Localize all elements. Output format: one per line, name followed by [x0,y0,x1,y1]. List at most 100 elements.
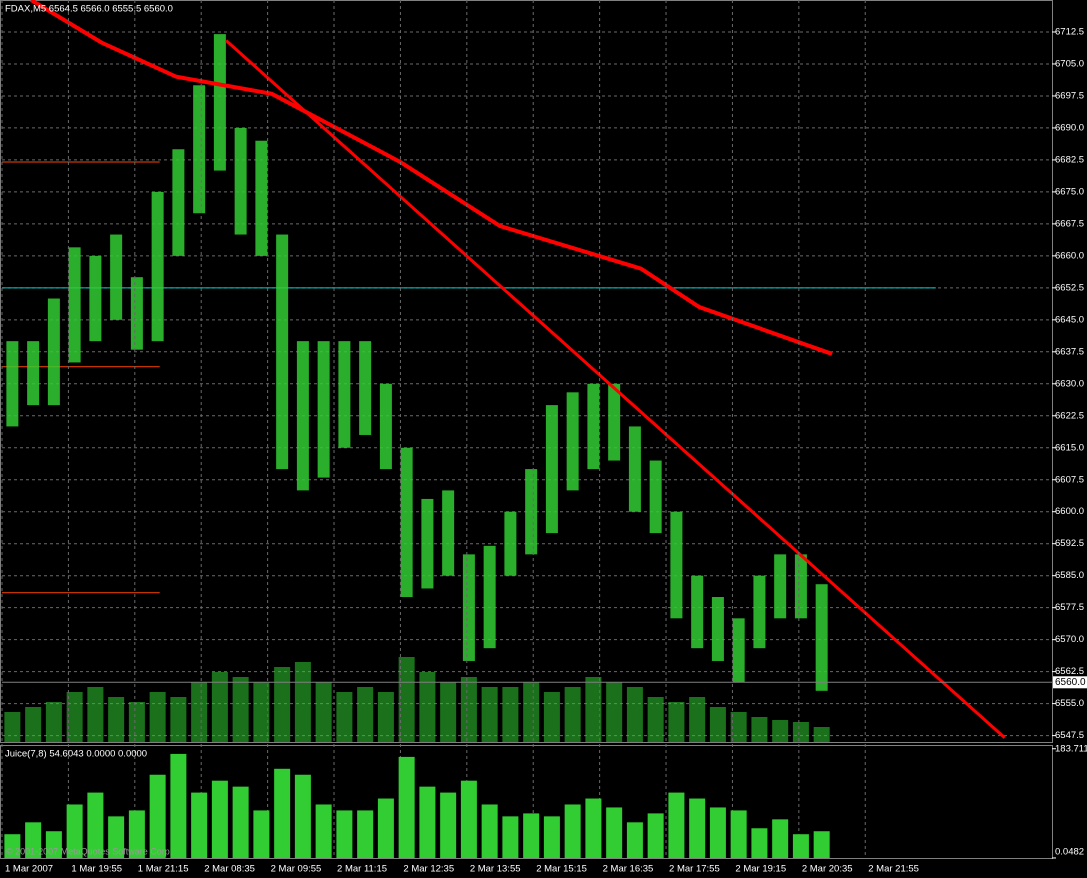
histogram-bar [751,828,768,858]
y-tick-label: 6555.0 [1055,698,1084,709]
price-bar [338,341,351,448]
last-price-box [1053,676,1087,689]
y-tick-label: 6690.0 [1055,122,1084,133]
volume-bar [274,667,291,742]
price-bar [691,575,704,649]
price-bar [172,149,185,256]
volume-bar [128,702,145,742]
histogram-bar [25,822,42,858]
price-bar [421,498,434,589]
x-tick-label: 2 Mar 17:55 [669,864,720,875]
plot-area [4,753,830,858]
histogram-bar [813,831,830,858]
last-price-label: 6560.0 [1055,677,1086,688]
volume-bar [4,712,21,742]
x-tick-label: 1 Mar 19:55 [71,864,122,875]
y-tick-label: 6697.5 [1055,90,1084,101]
price-bar [794,554,807,619]
volume-bar [709,707,726,742]
price-bar [711,597,724,661]
panel-title: FDAX,M5 6564.5 6566.0 6555.5 6560.0 [5,4,173,15]
x-tick-label: 2 Mar 13:55 [470,864,521,875]
moving-average [30,0,833,356]
volume-bar [626,687,643,742]
plot-area [2,0,1052,742]
volume-bar [211,672,228,742]
volume-bar [45,702,62,742]
price-bar [566,392,579,491]
volume-bar [108,697,125,742]
volume-bar [460,677,477,742]
histogram-bar [689,798,706,858]
volume-bar [357,687,374,742]
x-tick-label: 1 Mar 21:15 [138,864,189,875]
price-bar [753,575,766,649]
volume-bar [253,682,270,742]
histogram-bar [626,822,643,858]
price-bar [815,584,828,691]
volume-bar [398,657,415,742]
histogram-bar [170,753,187,858]
volume-bar [772,720,789,742]
histogram-bar [647,813,664,858]
y-tick-label: 6712.5 [1055,26,1084,37]
price-bar [545,405,558,534]
y-tick-label: 6607.5 [1055,474,1084,485]
price-bar [379,383,392,470]
price-bar [193,85,206,214]
histogram-bar [191,792,208,858]
price-bar [151,191,164,342]
histogram-bar [274,768,291,858]
y-tick-label: 6630.0 [1055,378,1084,389]
histogram-bar [108,816,125,858]
histogram-bar [523,813,540,858]
y-tick-label: 6675.0 [1055,186,1084,197]
histogram-bar [440,792,457,858]
y-tick-label: 6645.0 [1055,314,1084,325]
histogram-bar [232,786,249,858]
y-tick-label: 6592.5 [1055,538,1084,549]
histogram-bar [336,810,353,858]
volume-bar [523,682,540,742]
price-bar [110,234,123,320]
price-bar [89,255,102,342]
x-tick-label: 2 Mar 12:35 [403,864,454,875]
y-tick-label: 6547.5 [1055,730,1084,741]
y-tick-label: 6667.5 [1055,218,1084,229]
y-tick-label: 6637.5 [1055,346,1084,357]
histogram-bar [315,804,332,858]
x-tick-label: 2 Mar 20:35 [802,864,853,875]
y-tick-label: 183.711 [1055,743,1087,754]
panel-title: Juice(7,8) 54.6043 0.0000 0.0000 [5,749,147,760]
x-tick-label: 1 Mar 2007 [5,864,53,875]
volume-bar [689,697,706,742]
histogram-bar [253,810,270,858]
volume-bar [315,682,332,742]
histogram-bar [398,756,415,858]
price-bar [317,341,330,478]
volume-bar [232,677,249,742]
volume-bar [440,682,457,742]
price-bar [442,490,455,576]
y-tick-label: 6577.5 [1055,602,1084,613]
price-bar [130,277,143,350]
histogram-bar [709,807,726,858]
price-bar [732,618,745,683]
volume-bar [585,677,602,742]
y-tick-label: 6570.0 [1055,634,1084,645]
x-tick-label: 2 Mar 08:35 [204,864,255,875]
volume-bar [336,692,353,742]
volume-bar [543,692,560,742]
volume-bar [730,712,747,742]
price-bar [608,383,621,461]
y-tick-label: 6682.5 [1055,154,1084,165]
price-bar [400,447,413,598]
price-bar [213,34,226,171]
histogram-bar [357,810,374,858]
histogram-bar [730,810,747,858]
histogram-bar [564,804,581,858]
histogram-bar [128,810,145,858]
price-bar [649,460,662,534]
